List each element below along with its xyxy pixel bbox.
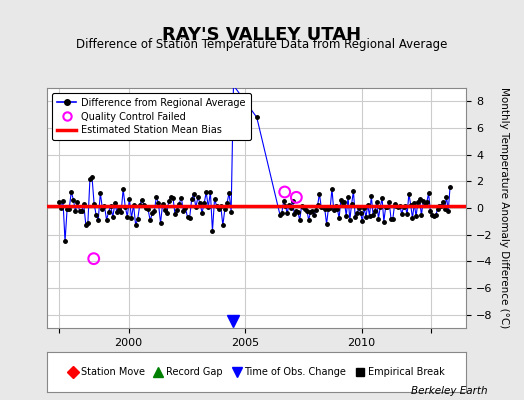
Text: Berkeley Earth: Berkeley Earth — [411, 386, 487, 396]
Point — [292, 194, 301, 200]
Legend: Difference from Regional Average, Quality Control Failed, Estimated Station Mean: Difference from Regional Average, Qualit… — [52, 93, 250, 140]
Point — [280, 189, 289, 195]
Point — [90, 256, 98, 262]
Text: Difference of Station Temperature Data from Regional Average: Difference of Station Temperature Data f… — [77, 38, 447, 51]
Legend: Station Move, Record Gap, Time of Obs. Change, Empirical Break: Station Move, Record Gap, Time of Obs. C… — [66, 363, 448, 381]
Text: RAY'S VALLEY UTAH: RAY'S VALLEY UTAH — [162, 26, 362, 44]
Y-axis label: Monthly Temperature Anomaly Difference (°C): Monthly Temperature Anomaly Difference (… — [499, 87, 509, 329]
